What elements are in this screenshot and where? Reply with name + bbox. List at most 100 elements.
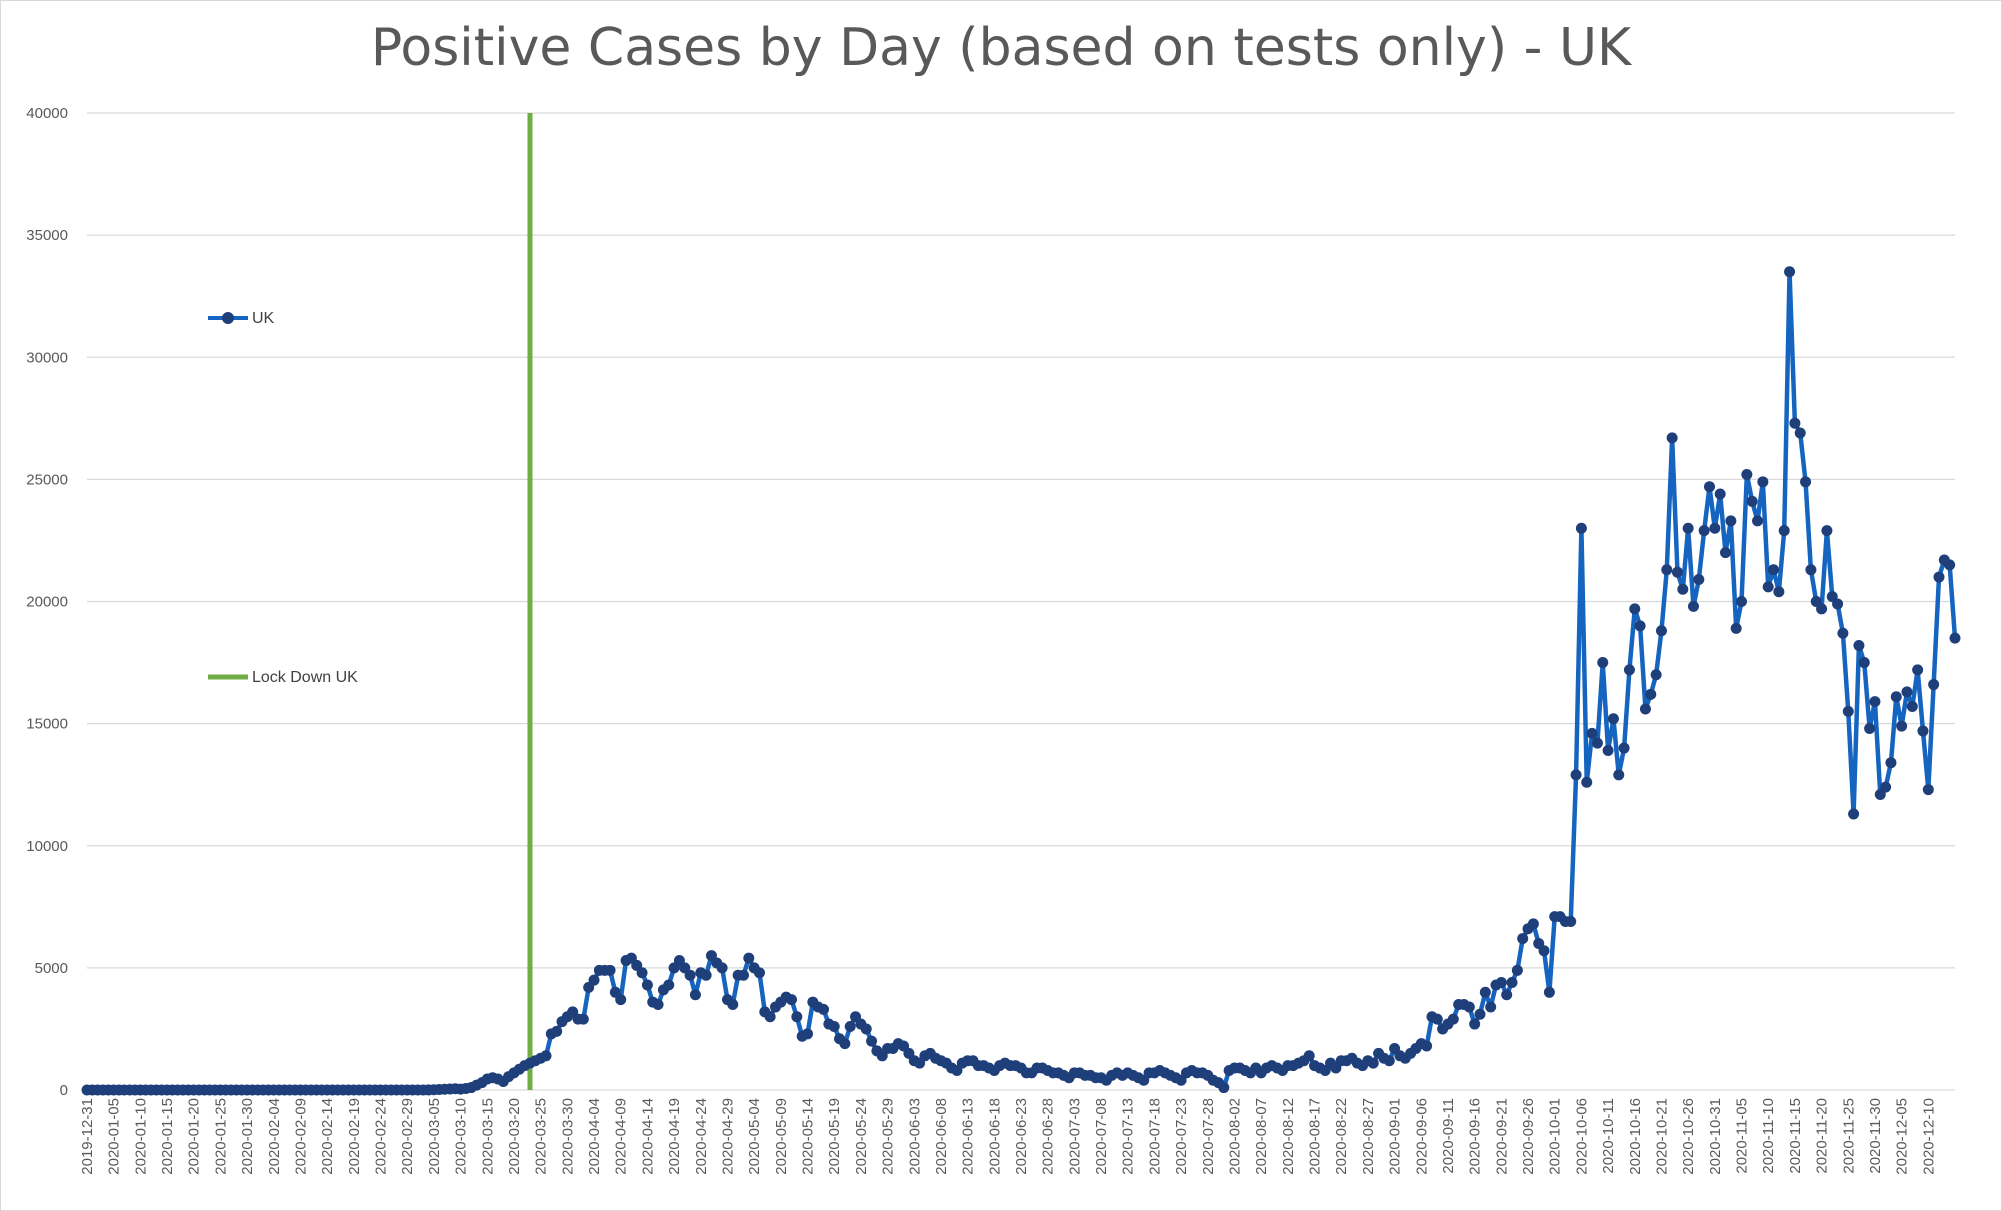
- uk-data-point: [1773, 586, 1785, 598]
- uk-data-point: [1431, 1013, 1443, 1025]
- uk-data-point: [818, 1003, 830, 1015]
- uk-data-point: [1800, 476, 1812, 488]
- x-tick-label: 2020-12-10: [1920, 1098, 1937, 1175]
- uk-data-point: [786, 994, 797, 1006]
- uk-data-point: [1858, 657, 1870, 669]
- uk-data-point: [588, 974, 600, 986]
- x-tick-label: 2020-02-04: [266, 1098, 283, 1175]
- x-tick-label: 2020-07-18: [1146, 1098, 1163, 1175]
- x-tick-label: 2020-01-30: [239, 1098, 256, 1175]
- y-tick-label: 20000: [26, 594, 68, 611]
- uk-data-point: [641, 979, 653, 991]
- x-tick-label: 2020-11-30: [1867, 1098, 1884, 1174]
- uk-data-point: [839, 1038, 851, 1050]
- uk-data-point: [1421, 1040, 1433, 1052]
- uk-data-point: [652, 999, 664, 1011]
- x-tick-label: 2020-03-15: [479, 1098, 496, 1175]
- uk-data-point: [1629, 603, 1641, 615]
- uk-data-point: [1794, 427, 1806, 439]
- uk-data-point: [1730, 622, 1742, 634]
- uk-data-point: [1575, 522, 1587, 534]
- uk-data-point: [1597, 657, 1609, 669]
- uk-data-point: [1623, 664, 1635, 676]
- uk-data-point: [1618, 742, 1630, 754]
- uk-data-point: [1602, 744, 1614, 756]
- x-tick-label: 2020-07-28: [1200, 1098, 1217, 1175]
- uk-data-point: [727, 999, 739, 1011]
- uk-data-point: [1687, 600, 1699, 612]
- uk-data-point: [1677, 583, 1689, 595]
- x-axis: 2019-12-31 2020-01-05 2020-01-10 2020-01-15…: [79, 1098, 1937, 1175]
- uk-data-point: [1709, 522, 1721, 534]
- uk-data-point: [1933, 571, 1945, 583]
- uk-data-point: [1682, 522, 1694, 534]
- uk-data-point: [1832, 598, 1844, 610]
- uk-data-point: [1896, 720, 1908, 732]
- x-tick-label: 2020-05-19: [826, 1098, 843, 1175]
- y-axis: 0 5000 10000 15000 20000 25000 30000 35000 40000: [26, 105, 68, 1099]
- x-tick-label: 2020-04-04: [586, 1098, 603, 1175]
- x-tick-label: 2020-07-23: [1173, 1098, 1190, 1175]
- uk-data-point: [1762, 581, 1774, 593]
- y-tick-label: 35000: [26, 227, 68, 244]
- uk-data-point: [737, 969, 749, 981]
- x-tick-label: 2020-09-01: [1387, 1098, 1404, 1175]
- x-tick-label: 2020-08-02: [1226, 1098, 1243, 1175]
- uk-data-point: [764, 1011, 776, 1023]
- uk-data-point: [1666, 432, 1678, 444]
- x-tick-label: 2020-06-23: [1013, 1098, 1030, 1175]
- x-tick-label: 2020-10-01: [1547, 1098, 1564, 1175]
- y-tick-label: 10000: [26, 838, 68, 855]
- uk-data-point: [1613, 769, 1625, 781]
- x-tick-label: 2020-11-15: [1787, 1098, 1804, 1174]
- uk-data-point: [700, 969, 712, 981]
- x-tick-label: 2020-05-09: [773, 1098, 790, 1175]
- uk-data-point: [1485, 1001, 1497, 1013]
- y-tick-label: 5000: [35, 960, 68, 977]
- uk-data-point: [1383, 1055, 1395, 1067]
- uk-data-point: [1714, 488, 1726, 500]
- uk-data-point: [1506, 977, 1518, 989]
- x-tick-label: 2020-04-14: [639, 1098, 656, 1175]
- uk-data-point: [753, 967, 765, 979]
- uk-data-point: [1650, 669, 1662, 681]
- y-tick-label: 25000: [26, 471, 68, 488]
- y-tick-label: 40000: [26, 105, 68, 122]
- x-tick-label: 2020-10-21: [1653, 1098, 1670, 1175]
- x-tick-label: 2020-01-15: [159, 1098, 176, 1175]
- uk-data-point: [1703, 481, 1715, 493]
- uk-data-point: [1864, 723, 1876, 735]
- x-tick-label: 2020-10-16: [1627, 1098, 1644, 1175]
- uk-data-point: [1768, 564, 1780, 576]
- uk-data-point: [1757, 476, 1769, 488]
- x-tick-label: 2020-01-25: [212, 1098, 229, 1175]
- uk-data-point: [1639, 703, 1651, 715]
- uk-data-point: [1906, 701, 1918, 713]
- uk-data-point: [791, 1011, 803, 1023]
- uk-data-point: [1565, 915, 1577, 927]
- x-tick-label: 2020-10-26: [1680, 1098, 1697, 1175]
- uk-data-point: [743, 952, 755, 964]
- x-tick-label: 2020-12-05: [1894, 1098, 1911, 1175]
- uk-data-point: [1842, 705, 1854, 717]
- uk-data-point: [1581, 776, 1593, 788]
- uk-data-point: [716, 962, 728, 974]
- x-tick-label: 2020-04-19: [666, 1098, 683, 1175]
- uk-data-point: [1527, 918, 1539, 930]
- x-tick-label: 2020-07-08: [1093, 1098, 1110, 1175]
- y-tick-label: 0: [60, 1082, 68, 1099]
- uk-data-point: [1463, 1001, 1475, 1013]
- x-tick-label: 2020-05-29: [880, 1098, 897, 1175]
- x-tick-label: 2020-05-24: [853, 1098, 870, 1175]
- x-tick-label: 2020-01-10: [132, 1098, 149, 1175]
- uk-data-point: [1447, 1013, 1459, 1025]
- x-tick-label: 2020-08-17: [1307, 1098, 1324, 1175]
- uk-data-point: [860, 1023, 872, 1035]
- uk-data-point: [1661, 564, 1673, 576]
- uk-data-point: [866, 1035, 878, 1047]
- x-tick-label: 2020-01-05: [106, 1098, 123, 1175]
- x-tick-label: 2020-10-31: [1707, 1098, 1724, 1175]
- uk-data-point: [1501, 989, 1513, 1001]
- legend-uk-marker: [222, 312, 234, 324]
- x-tick-label: 2020-03-10: [453, 1098, 470, 1175]
